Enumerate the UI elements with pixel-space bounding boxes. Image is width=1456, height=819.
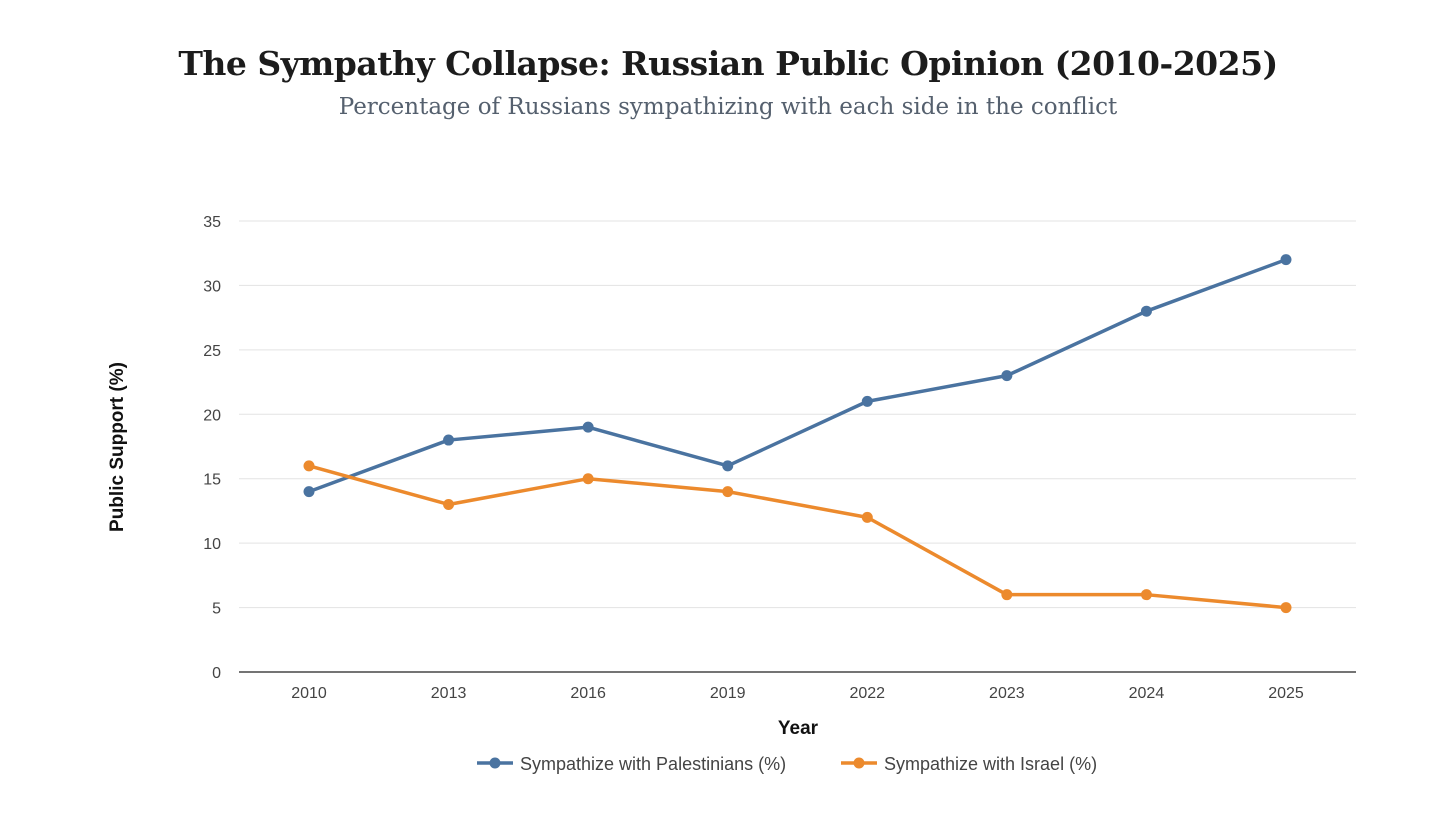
data-point[interactable] xyxy=(443,498,455,510)
series-2 xyxy=(303,460,1292,614)
data-point[interactable] xyxy=(443,434,455,446)
series-1 xyxy=(303,254,1292,498)
data-point[interactable] xyxy=(1001,370,1013,382)
x-tick-label: 2019 xyxy=(710,685,746,702)
legend-label: Sympathize with Israel (%) xyxy=(884,754,1097,774)
data-point[interactable] xyxy=(303,486,315,498)
data-point[interactable] xyxy=(582,473,594,485)
y-axis-title: Public Support (%) xyxy=(107,362,128,532)
x-tick-label: 2024 xyxy=(1129,685,1165,702)
y-tick-label: 0 xyxy=(212,665,221,682)
legend-item[interactable]: Sympathize with Palestinians (%) xyxy=(477,754,786,774)
y-tick-label: 35 xyxy=(203,214,221,231)
x-tick-label: 2013 xyxy=(431,685,467,702)
legend-swatch-marker xyxy=(853,757,865,769)
y-tick-label: 15 xyxy=(203,472,221,489)
legend-swatch-marker xyxy=(489,757,501,769)
data-point[interactable] xyxy=(722,486,734,498)
y-tick-label: 10 xyxy=(203,536,221,553)
y-axis-ticks: 0 5 10 15 20 25 30 35 xyxy=(203,214,221,682)
data-point[interactable] xyxy=(1140,305,1152,317)
data-point[interactable] xyxy=(1280,602,1292,614)
data-point[interactable] xyxy=(1140,589,1152,601)
legend[interactable]: Sympathize with Palestinians (%) Sympathi… xyxy=(477,754,1097,774)
data-point[interactable] xyxy=(303,460,315,472)
data-point[interactable] xyxy=(861,511,873,523)
series-line xyxy=(307,464,1288,610)
x-axis-ticks: 2010 2013 2016 2019 2022 2023 2024 2025 xyxy=(291,685,1304,702)
x-tick-label: 2010 xyxy=(291,685,327,702)
y-tick-label: 25 xyxy=(203,343,221,360)
series-group xyxy=(303,254,1292,614)
data-point[interactable] xyxy=(722,460,734,472)
data-point[interactable] xyxy=(861,395,873,407)
y-tick-label: 30 xyxy=(203,278,221,295)
data-point[interactable] xyxy=(1001,589,1013,601)
x-tick-label: 2022 xyxy=(849,685,885,702)
chart-subtitle: Percentage of Russians sympathizing with… xyxy=(338,94,1118,120)
legend-item[interactable]: Sympathize with Israel (%) xyxy=(841,754,1097,774)
x-tick-label: 2016 xyxy=(570,685,606,702)
x-axis-title: Year xyxy=(778,718,819,739)
data-point[interactable] xyxy=(582,421,594,433)
data-point[interactable] xyxy=(1280,254,1292,266)
x-tick-label: 2023 xyxy=(989,685,1025,702)
series-line xyxy=(307,257,1288,494)
chart-title: The Sympathy Collapse: Russian Public Op… xyxy=(178,44,1278,83)
legend-label: Sympathize with Palestinians (%) xyxy=(520,754,786,774)
gridlines xyxy=(239,220,1356,609)
y-tick-label: 20 xyxy=(203,407,221,424)
y-tick-label: 5 xyxy=(212,601,221,618)
x-tick-label: 2025 xyxy=(1268,685,1304,702)
